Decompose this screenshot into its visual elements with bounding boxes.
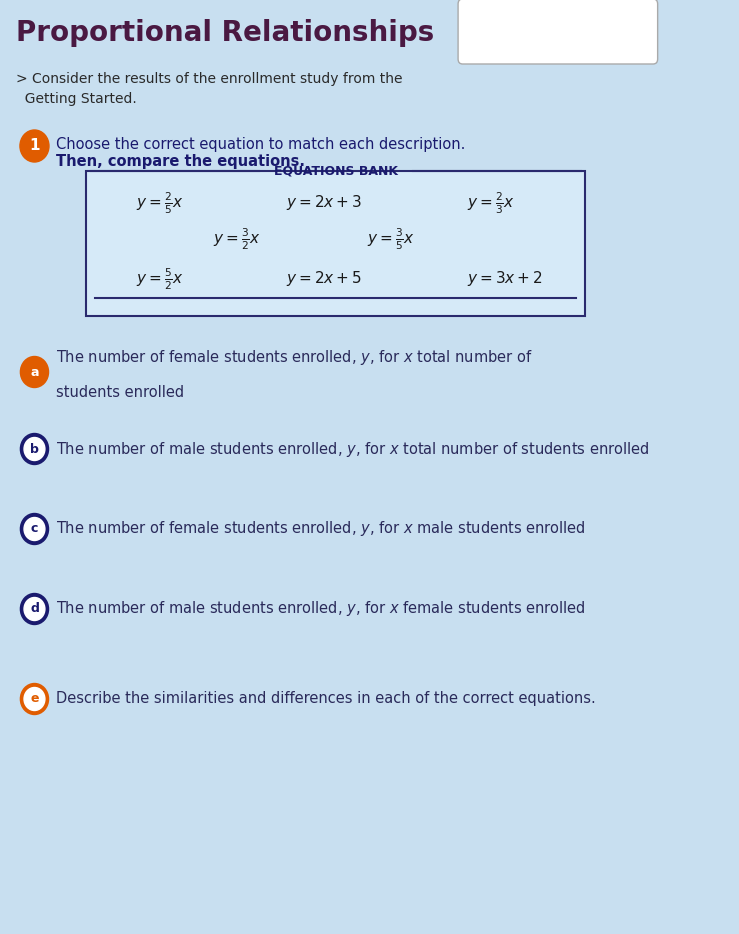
FancyBboxPatch shape	[86, 171, 585, 316]
Circle shape	[24, 687, 45, 711]
Text: The number of female students enrolled, $y$, for $x$ male students enrolled: The number of female students enrolled, …	[56, 519, 586, 539]
Text: Proportional Relationships: Proportional Relationships	[16, 19, 435, 47]
FancyBboxPatch shape	[458, 0, 658, 64]
Text: c: c	[31, 522, 38, 535]
Circle shape	[21, 357, 49, 388]
Text: $y=\frac{3}{5}x$: $y=\frac{3}{5}x$	[367, 226, 415, 252]
Circle shape	[21, 593, 49, 625]
Text: The number of male students enrolled, $y$, for $x$ total number of students enro: The number of male students enrolled, $y…	[56, 440, 650, 459]
Text: d: d	[30, 602, 39, 616]
Circle shape	[24, 598, 45, 620]
Text: Then, compare the equations.: Then, compare the equations.	[56, 154, 305, 169]
Text: e: e	[30, 692, 38, 705]
Circle shape	[21, 684, 49, 715]
Circle shape	[21, 433, 49, 464]
Circle shape	[24, 437, 45, 460]
Text: $y=\frac{2}{5}x$: $y=\frac{2}{5}x$	[136, 191, 184, 216]
Text: •: •	[461, 7, 467, 17]
Text: The number of male students enrolled, $y$, for $x$ female students enrolled: The number of male students enrolled, $y…	[56, 600, 586, 618]
Text: $y=\frac{5}{2}x$: $y=\frac{5}{2}x$	[136, 266, 184, 291]
Text: The number of female students enrolled, $y$, for $x$ total number of: The number of female students enrolled, …	[56, 348, 533, 367]
Circle shape	[24, 517, 45, 541]
Text: $y=\frac{2}{3}x$: $y=\frac{2}{3}x$	[467, 191, 515, 216]
Text: $y=2x+3$: $y=2x+3$	[286, 193, 362, 213]
Text: Use appropriate tools
strategically: Use appropriate tools strategically	[467, 7, 572, 30]
Text: Choose the correct equation to match each description.: Choose the correct equation to match eac…	[56, 137, 466, 152]
Text: > Consider the results of the enrollment study from the
  Getting Started.: > Consider the results of the enrollment…	[16, 72, 403, 106]
Text: $y=2x+5$: $y=2x+5$	[286, 270, 361, 289]
Text: Describe the similarities and differences in each of the correct equations.: Describe the similarities and difference…	[56, 691, 596, 706]
Text: students enrolled: students enrolled	[56, 385, 184, 400]
Text: a: a	[30, 365, 38, 378]
Text: b: b	[30, 443, 39, 456]
Circle shape	[20, 130, 49, 162]
Circle shape	[21, 514, 49, 545]
Text: 1: 1	[30, 138, 40, 153]
Text: $y=\frac{3}{2}x$: $y=\frac{3}{2}x$	[213, 226, 261, 252]
Text: $y=3x+2$: $y=3x+2$	[467, 270, 543, 289]
Text: EQUATIONS BANK: EQUATIONS BANK	[273, 164, 398, 177]
